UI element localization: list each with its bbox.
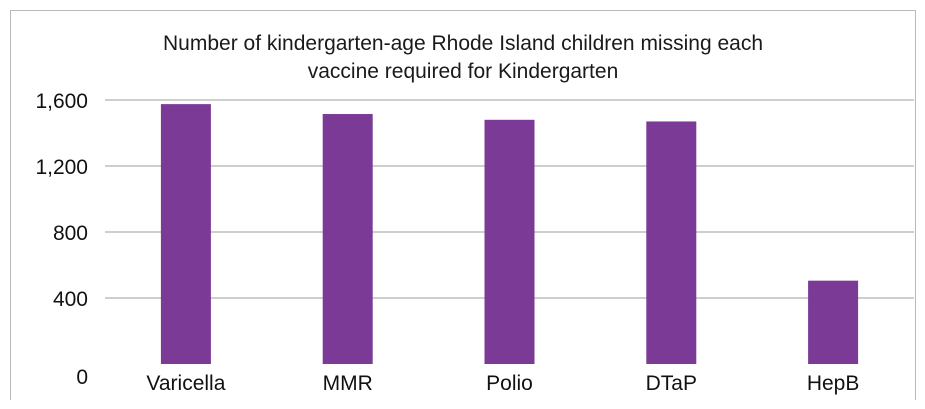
bar-varicella [160, 104, 211, 364]
bar-hepb [808, 280, 859, 364]
chart-title-line-1: Number of kindergarten-age Rhode Island … [163, 32, 763, 55]
bar-polio [484, 119, 535, 364]
x-tick-label: HepB [807, 372, 860, 395]
x-tick-label: DTaP [646, 372, 697, 395]
y-tick-label: 0 [76, 366, 88, 389]
x-tick-label: Polio [486, 372, 533, 395]
y-tick-label: 1,200 [35, 156, 88, 179]
y-tick-label: 800 [53, 222, 88, 245]
x-tick-label: MMR [323, 372, 373, 395]
y-tick-label: 400 [53, 288, 88, 311]
chart-frame [10, 10, 916, 400]
bar-mmr [322, 114, 373, 365]
bar-dtap [646, 121, 697, 364]
y-tick-label: 1,600 [35, 90, 88, 113]
x-tick-label: Varicella [146, 372, 225, 395]
chart-title-line-2: vaccine required for Kindergarten [307, 60, 619, 83]
chart-title: Number of kindergarten-age Rhode Island … [10, 30, 916, 86]
